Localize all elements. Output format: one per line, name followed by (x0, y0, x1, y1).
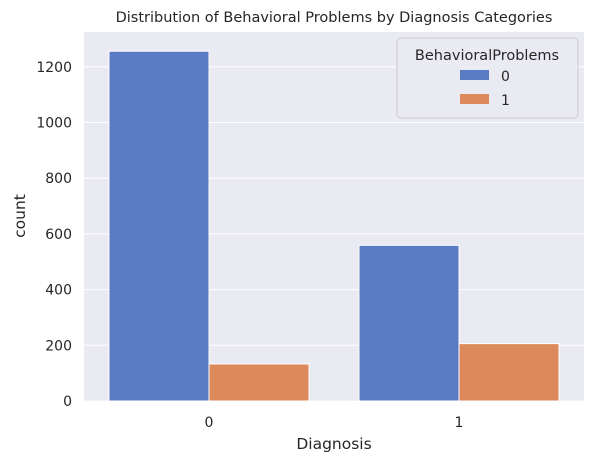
bar-diagnosis-1-behavioral-1 (458, 343, 560, 402)
y-tick-label-6: 1200 (36, 60, 72, 76)
legend-swatch-0 (460, 70, 489, 80)
y-tick-labels: 0 200 400 600 800 1000 1200 (36, 60, 72, 410)
bar-diagnosis-0-behavioral-1 (208, 363, 310, 402)
bar-diagnosis-1-behavioral-0 (358, 244, 460, 402)
y-tick-label-4: 800 (45, 171, 72, 187)
bar-diagnosis-0-behavioral-0 (108, 50, 210, 402)
y-tick-label-0: 0 (63, 394, 72, 410)
legend-title: BehavioralProblems (415, 48, 559, 64)
y-tick-label-1: 200 (45, 338, 72, 354)
legend: BehavioralProblems 0 1 (396, 37, 579, 119)
x-tick-label-1: 1 (455, 415, 464, 431)
x-tick-label-0: 0 (205, 415, 214, 431)
legend-label-1: 1 (501, 93, 510, 109)
legend-label-0: 0 (501, 69, 510, 85)
y-tick-label-2: 400 (45, 283, 72, 299)
chart-title: Distribution of Behavioral Problems by D… (116, 10, 553, 26)
x-axis-label: Diagnosis (296, 435, 371, 453)
y-tick-label-3: 600 (45, 227, 72, 243)
y-tick-label-5: 1000 (36, 116, 72, 132)
legend-swatch-1 (460, 94, 489, 104)
bars (108, 50, 560, 402)
y-axis-label: count (11, 194, 29, 238)
